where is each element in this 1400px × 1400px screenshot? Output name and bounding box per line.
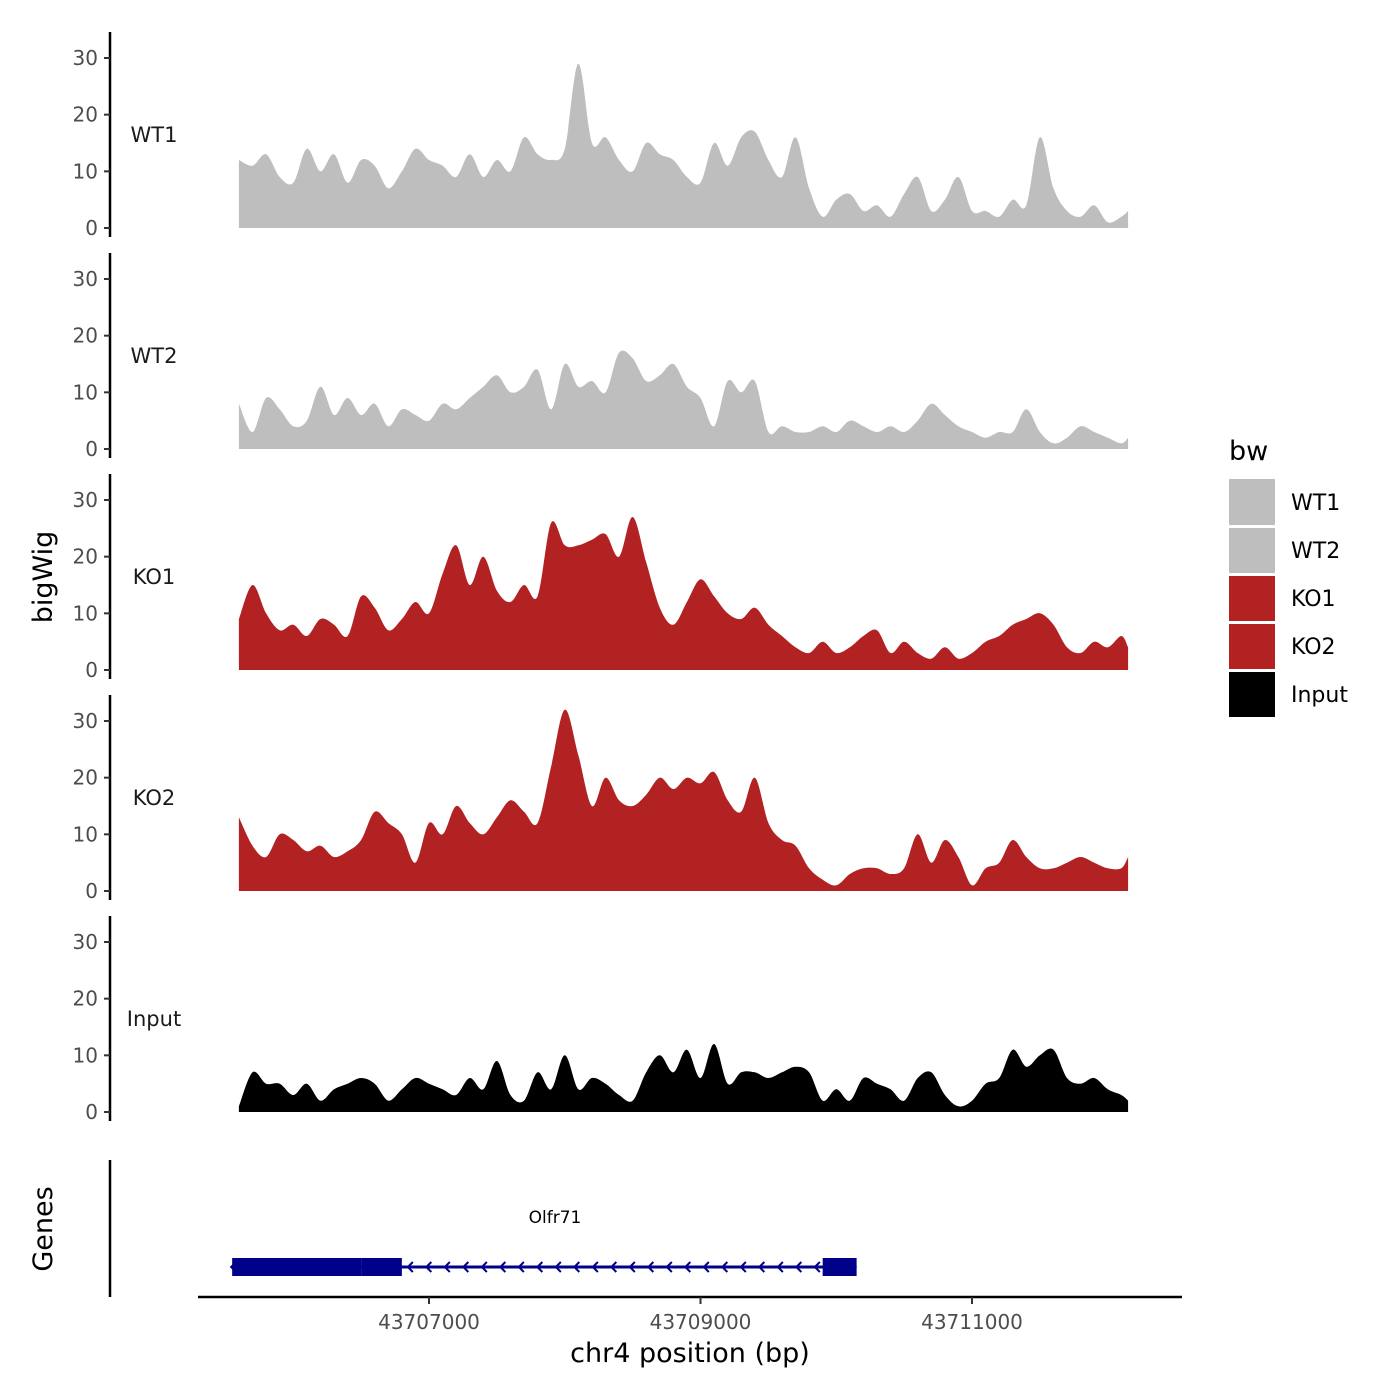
- track-ko2: 0 10 20 30 KO2: [73, 695, 1129, 903]
- strand-chevron: [554, 1261, 562, 1273]
- y-axis-title: bigWig: [28, 531, 59, 624]
- signal-area-ko1: [238, 516, 1129, 670]
- legend-swatch-wt1: [1229, 479, 1275, 525]
- y-tick-label: 30: [73, 267, 98, 291]
- y-tick-label: 0: [85, 879, 98, 903]
- strand-chevron: [424, 1261, 433, 1273]
- signal-area-input: [238, 1043, 1129, 1112]
- legend-label-wt1: WT1: [1291, 491, 1340, 516]
- track-label-wt1: WT1: [131, 123, 178, 147]
- strand-chevron: [406, 1261, 414, 1273]
- strand-chevron: [757, 1261, 766, 1273]
- x-tick-label: 43711000: [921, 1310, 1023, 1334]
- y-tick-label: 30: [73, 930, 98, 954]
- strand-chevron: [443, 1261, 451, 1273]
- strand-chevron: [572, 1261, 581, 1273]
- y-tick-label: 10: [73, 601, 98, 625]
- legend-separator: [1229, 574, 1275, 576]
- gene-model: [229, 1258, 857, 1276]
- legend-separator: [1229, 526, 1275, 528]
- y-tick-label: 10: [73, 822, 98, 846]
- y-tick-label: 20: [73, 103, 98, 127]
- track-label-ko1: KO1: [133, 565, 176, 589]
- strand-chevron: [628, 1261, 636, 1273]
- legend-label-ko2: KO2: [1291, 635, 1336, 660]
- gene-name-label: Olfr71: [529, 1208, 582, 1228]
- legend-separator: [1229, 670, 1275, 672]
- strand-chevron: [739, 1261, 747, 1273]
- x-axis: 43707000 43709000 43711000: [198, 1295, 1182, 1334]
- strand-chevron: [702, 1261, 710, 1273]
- y-tick-label: 10: [73, 1043, 98, 1067]
- legend-label-input: Input: [1291, 683, 1348, 708]
- strand-chevron: [813, 1261, 821, 1273]
- y-tick-label: 30: [73, 46, 98, 70]
- track-wt1: 0 10 20 30 WT1: [73, 32, 1129, 240]
- y-tick-label: 30: [73, 488, 98, 512]
- y-tick-label: 20: [73, 545, 98, 569]
- strand-chevron: [665, 1261, 673, 1273]
- y-tick-label: 0: [85, 216, 98, 240]
- track-label-wt2: WT2: [131, 344, 178, 368]
- track-label-ko2: KO2: [133, 786, 176, 810]
- bigwig-tracks: 0 10 20 30 WT1 0 10 20 30 WT2 0 10 20 30 KO1 0 10 20 30 KO2…: [73, 32, 1129, 1124]
- gene-exon: [361, 1258, 402, 1276]
- y-tick-label: 10: [73, 159, 98, 183]
- strand-chevron: [591, 1261, 599, 1273]
- track-label-input: Input: [127, 1007, 181, 1031]
- gene-track: Olfr71: [108, 1160, 857, 1297]
- signal-area-wt1: [238, 63, 1129, 228]
- strand-chevron: [794, 1261, 803, 1273]
- y-tick-label: 0: [85, 1100, 98, 1124]
- strand-chevron: [498, 1261, 507, 1273]
- legend: bw WT1 WT2 KO1 KO2 Input: [1229, 436, 1348, 717]
- strand-chevron: [535, 1261, 544, 1273]
- signal-area-wt2: [238, 350, 1129, 449]
- x-axis-title: chr4 position (bp): [570, 1338, 810, 1369]
- y-tick-label: 0: [85, 658, 98, 682]
- y-tick-label: 30: [73, 709, 98, 733]
- signal-area-ko2: [238, 709, 1129, 891]
- legend-swatch-input: [1229, 671, 1275, 717]
- gene-exon: [232, 1258, 362, 1276]
- x-tick-label: 43709000: [650, 1310, 752, 1334]
- strand-chevron: [480, 1261, 488, 1273]
- legend-swatch-ko1: [1229, 575, 1275, 621]
- x-tick-label: 43707000: [378, 1310, 480, 1334]
- legend-separator: [1229, 622, 1275, 624]
- y-tick-label: 20: [73, 324, 98, 348]
- strand-chevron: [229, 1261, 237, 1273]
- strand-chevron: [720, 1261, 729, 1273]
- legend-label-ko1: KO1: [1291, 587, 1336, 612]
- track-wt2: 0 10 20 30 WT2: [73, 253, 1129, 461]
- y-tick-label: 20: [73, 766, 98, 790]
- strand-chevron: [609, 1261, 618, 1273]
- y-tick-label: 0: [85, 437, 98, 461]
- y-tick-label: 10: [73, 380, 98, 404]
- legend-swatch-wt2: [1229, 527, 1275, 573]
- y-tick-label: 20: [73, 987, 98, 1011]
- legend-label-wt2: WT2: [1291, 539, 1340, 564]
- strand-chevron: [517, 1261, 525, 1273]
- track-input: 0 10 20 30 Input: [73, 916, 1129, 1124]
- legend-title: bw: [1229, 436, 1268, 467]
- track-ko1: 0 10 20 30 KO1: [73, 474, 1129, 682]
- strand-chevron: [461, 1261, 470, 1273]
- strand-chevron: [646, 1261, 655, 1273]
- legend-swatch-ko2: [1229, 623, 1275, 669]
- strand-chevron: [683, 1261, 692, 1273]
- gene-exon: [822, 1258, 857, 1276]
- strand-chevron: [776, 1261, 784, 1273]
- genes-axis-title: Genes: [28, 1186, 59, 1271]
